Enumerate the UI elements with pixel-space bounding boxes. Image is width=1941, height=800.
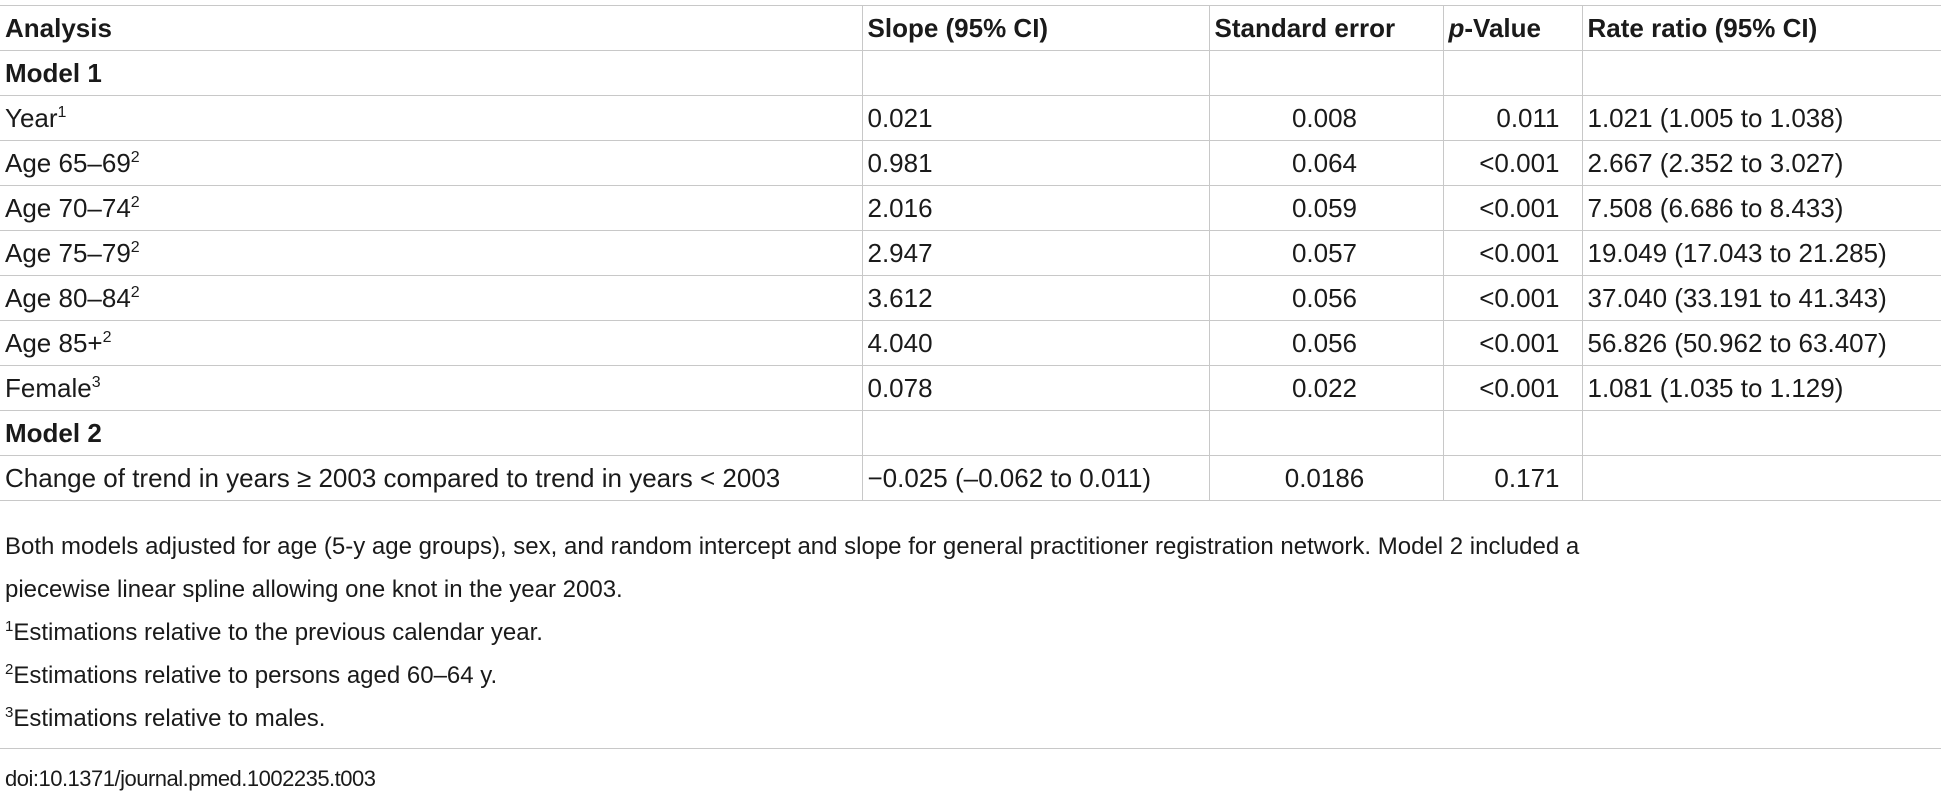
- model-1-header-row: Model 1: [0, 50, 1941, 96]
- row-label-text: Year: [5, 103, 58, 133]
- footnote-marker: 2: [130, 149, 140, 166]
- header-analysis: Analysis: [0, 5, 862, 51]
- table-row: Change of trend in years ≥ 2003 compared…: [0, 455, 1941, 501]
- header-slope: Slope (95% CI): [861, 5, 1209, 51]
- row-label: Age 70–742: [0, 185, 862, 231]
- footnote-1: 1Estimations relative to the previous ca…: [5, 611, 1905, 654]
- rate-ratio-cell: 2.667 (2.352 to 3.027): [1581, 140, 1941, 186]
- slope-cell: 0.078: [861, 365, 1209, 411]
- se-cell: 0.064: [1208, 140, 1443, 186]
- se-cell: 0.056: [1208, 275, 1443, 321]
- note-main-line-1: Both models adjusted for age (5-y age gr…: [5, 533, 1580, 560]
- note-main-line-2: piecewise linear spline allowing one kno…: [5, 576, 623, 603]
- slope-cell: −0.025 (–0.062 to 0.011): [861, 455, 1209, 501]
- table-row: Age 70–742 2.016 0.059 <0.001 7.508 (6.6…: [0, 185, 1941, 231]
- footnote-marker: 2: [130, 239, 140, 256]
- footnote-marker: 3: [91, 374, 101, 391]
- row-label: Age 65–692: [0, 140, 862, 186]
- doi-link[interactable]: doi:10.1371/journal.pmed.1002235.t003: [5, 766, 376, 791]
- p-cell: 0.011: [1442, 95, 1582, 141]
- rate-ratio-cell: 1.021 (1.005 to 1.038): [1581, 95, 1941, 141]
- rate-ratio-cell: 7.508 (6.686 to 8.433): [1581, 185, 1941, 231]
- footnote-marker: 2: [130, 284, 140, 301]
- table-notes: Both models adjusted for age (5-y age gr…: [5, 525, 1905, 740]
- model-2-label: Model 2: [0, 410, 862, 456]
- rate-ratio-cell: 1.081 (1.035 to 1.129): [1581, 365, 1941, 411]
- footnote-marker: 2: [102, 329, 112, 346]
- empty-cell: [861, 50, 1209, 96]
- header-standard-error: Standard error: [1208, 5, 1443, 51]
- footnote-2: 2Estimations relative to persons aged 60…: [5, 654, 1905, 697]
- se-cell: 0.059: [1208, 185, 1443, 231]
- row-label: Age 75–792: [0, 230, 862, 276]
- p-cell: <0.001: [1442, 185, 1582, 231]
- row-label: Female3: [0, 365, 862, 411]
- row-label: Year1: [0, 95, 862, 141]
- results-table: Analysis Slope (95% CI) Standard error p…: [0, 5, 1941, 501]
- row-label-text: Age 70–74: [5, 193, 131, 223]
- se-cell: 0.008: [1208, 95, 1443, 141]
- model-2-header-row: Model 2: [0, 410, 1941, 456]
- footer-divider: [0, 748, 1941, 749]
- footnote-marker: 1: [57, 104, 67, 121]
- footnote-marker: 3: [5, 704, 14, 721]
- footnote-marker: 2: [130, 194, 140, 211]
- se-cell: 0.056: [1208, 320, 1443, 366]
- row-label: Age 80–842: [0, 275, 862, 321]
- empty-cell: [1442, 410, 1582, 456]
- footnote-text: Estimations relative to persons aged 60–…: [13, 662, 498, 689]
- header-p-value: p-Value: [1442, 5, 1582, 51]
- empty-cell: [1208, 410, 1443, 456]
- model-1-label: Model 1: [0, 50, 862, 96]
- slope-cell: 0.981: [861, 140, 1209, 186]
- footnote-text: Estimations relative to males.: [13, 705, 326, 732]
- p-italic: p: [1448, 13, 1465, 43]
- footnote-text: Estimations relative to the previous cal…: [13, 619, 543, 646]
- rate-ratio-cell: 56.826 (50.962 to 63.407): [1581, 320, 1941, 366]
- slope-cell: 0.021: [861, 95, 1209, 141]
- header-rate-ratio: Rate ratio (95% CI): [1581, 5, 1941, 51]
- slope-cell: 2.016: [861, 185, 1209, 231]
- empty-cell: [1581, 50, 1941, 96]
- rate-ratio-cell: [1581, 455, 1941, 501]
- p-cell: <0.001: [1442, 275, 1582, 321]
- footnote-3: 3Estimations relative to males.: [5, 697, 1905, 740]
- row-label-text: Age 75–79: [5, 238, 131, 268]
- slope-cell: 2.947: [861, 230, 1209, 276]
- rate-ratio-cell: 19.049 (17.043 to 21.285): [1581, 230, 1941, 276]
- table-row: Age 65–692 0.981 0.064 <0.001 2.667 (2.3…: [0, 140, 1941, 186]
- se-cell: 0.0186: [1208, 455, 1443, 501]
- slope-cell: 4.040: [861, 320, 1209, 366]
- row-label: Change of trend in years ≥ 2003 compared…: [0, 455, 862, 501]
- p-cell: <0.001: [1442, 140, 1582, 186]
- se-cell: 0.022: [1208, 365, 1443, 411]
- p-rest: -Value: [1464, 13, 1541, 43]
- p-cell: <0.001: [1442, 320, 1582, 366]
- slope-cell: 3.612: [861, 275, 1209, 321]
- table-row: Year1 0.021 0.008 0.011 1.021 (1.005 to …: [0, 95, 1941, 141]
- table-row: Age 85+2 4.040 0.056 <0.001 56.826 (50.9…: [0, 320, 1941, 366]
- empty-cell: [861, 410, 1209, 456]
- rate-ratio-cell: 37.040 (33.191 to 41.343): [1581, 275, 1941, 321]
- header-row: Analysis Slope (95% CI) Standard error p…: [0, 5, 1941, 51]
- row-label-text: Age 65–69: [5, 148, 131, 178]
- se-cell: 0.057: [1208, 230, 1443, 276]
- table-row: Age 80–842 3.612 0.056 <0.001 37.040 (33…: [0, 275, 1941, 321]
- row-label: Age 85+2: [0, 320, 862, 366]
- table-row: Age 75–792 2.947 0.057 <0.001 19.049 (17…: [0, 230, 1941, 276]
- row-label-text: Age 80–84: [5, 283, 131, 313]
- footnote-marker: 2: [5, 661, 14, 678]
- p-cell: 0.171: [1442, 455, 1582, 501]
- p-cell: <0.001: [1442, 365, 1582, 411]
- empty-cell: [1208, 50, 1443, 96]
- p-cell: <0.001: [1442, 230, 1582, 276]
- empty-cell: [1442, 50, 1582, 96]
- table-row: Female3 0.078 0.022 <0.001 1.081 (1.035 …: [0, 365, 1941, 411]
- empty-cell: [1581, 410, 1941, 456]
- footnote-marker: 1: [5, 618, 14, 635]
- row-label-text: Age 85+: [5, 328, 103, 358]
- row-label-text: Female: [5, 373, 92, 403]
